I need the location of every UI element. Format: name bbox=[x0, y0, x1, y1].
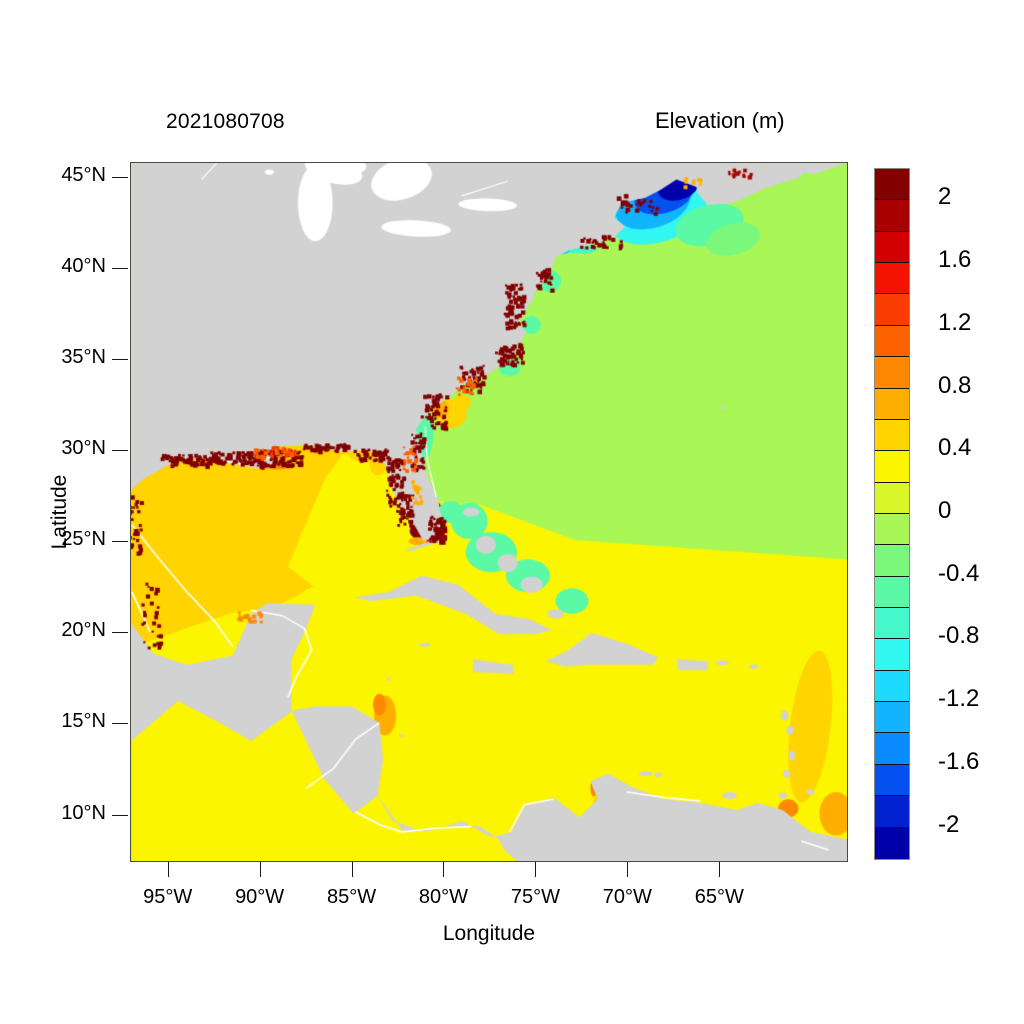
colorbar-tick-label: -2 bbox=[938, 810, 960, 838]
colorbar-tick-label: 1.2 bbox=[938, 308, 972, 336]
y-tick-mark bbox=[112, 450, 128, 452]
colorbar-band bbox=[875, 451, 909, 483]
x-tick-mark bbox=[719, 862, 721, 877]
colorbar-band bbox=[875, 576, 909, 609]
y-tick-mark bbox=[112, 267, 128, 269]
colorbar-tick-label: -1.6 bbox=[938, 747, 980, 775]
y-tick-label: 20°N bbox=[61, 619, 106, 642]
map-field-canvas bbox=[131, 163, 847, 861]
colorbar-band bbox=[875, 764, 909, 797]
y-tick-mark bbox=[112, 541, 128, 543]
colorbar-band bbox=[875, 294, 909, 326]
y-tick-label: 10°N bbox=[61, 801, 106, 824]
colorbar-tick-label: -0.4 bbox=[938, 559, 980, 587]
plot-date-title: 2021080708 bbox=[166, 110, 285, 133]
x-tick-label: 95°W bbox=[143, 886, 193, 908]
x-tick-label: 75°W bbox=[510, 886, 560, 908]
colorbar-band bbox=[875, 263, 909, 295]
colorbar-band bbox=[875, 482, 909, 514]
colorbar-band bbox=[875, 702, 909, 734]
colorbar-band bbox=[875, 513, 909, 546]
x-tick-label: 80°W bbox=[418, 886, 469, 908]
colorbar-tick-label: -0.8 bbox=[938, 622, 980, 650]
y-tick-mark bbox=[112, 814, 128, 816]
colorbar-band bbox=[875, 608, 909, 640]
colorbar-title: Elevation (m) bbox=[655, 108, 785, 133]
x-tick-mark bbox=[351, 862, 353, 877]
y-tick-mark bbox=[112, 358, 128, 360]
colorbar-band bbox=[875, 357, 909, 389]
y-tick-label: 45°N bbox=[61, 163, 106, 186]
x-axis-label: Longitude bbox=[442, 922, 536, 945]
y-tick-mark bbox=[112, 176, 128, 178]
colorbar-band bbox=[875, 419, 909, 452]
map-plot-area[interactable] bbox=[130, 162, 848, 862]
colorbar-tick-label: -1.2 bbox=[938, 685, 980, 713]
x-tick-mark bbox=[259, 862, 261, 877]
x-tick-mark bbox=[167, 862, 169, 877]
x-tick-label: 85°W bbox=[326, 886, 377, 908]
x-tick-mark bbox=[627, 862, 629, 877]
colorbar-band bbox=[875, 639, 909, 671]
colorbar-band bbox=[875, 169, 909, 201]
colorbar-band bbox=[875, 733, 909, 765]
colorbar-band bbox=[875, 796, 909, 828]
colorbar-tick-label: 0 bbox=[938, 497, 952, 524]
y-tick-label: 35°N bbox=[61, 345, 106, 368]
colorbar-tick-label: 1.6 bbox=[938, 246, 972, 274]
x-tick-mark bbox=[443, 862, 445, 877]
y-tick-label: 30°N bbox=[61, 437, 106, 460]
x-tick-mark bbox=[535, 862, 537, 877]
colorbar-tick-label: 0.4 bbox=[938, 434, 972, 462]
colorbar-band bbox=[875, 388, 909, 420]
colorbar-band bbox=[875, 231, 909, 264]
y-tick-label: 15°N bbox=[61, 710, 106, 733]
y-tick-label: 25°N bbox=[61, 528, 106, 551]
y-tick-label: 40°N bbox=[61, 254, 106, 277]
x-tick-label: 90°W bbox=[235, 886, 285, 908]
y-tick-mark bbox=[112, 632, 128, 634]
colorbar-tick-label: 2 bbox=[938, 183, 952, 211]
colorbar-band bbox=[875, 325, 909, 358]
y-tick-mark bbox=[112, 723, 128, 725]
x-tick-label: 70°W bbox=[602, 886, 652, 908]
x-tick-label: 65°W bbox=[694, 886, 744, 908]
colorbar[interactable] bbox=[874, 168, 910, 860]
colorbar-band bbox=[875, 670, 909, 703]
colorbar-tick-label: 0.8 bbox=[938, 371, 972, 399]
colorbar-band bbox=[875, 545, 909, 577]
colorbar-band bbox=[875, 200, 909, 232]
colorbar-band bbox=[875, 827, 909, 859]
